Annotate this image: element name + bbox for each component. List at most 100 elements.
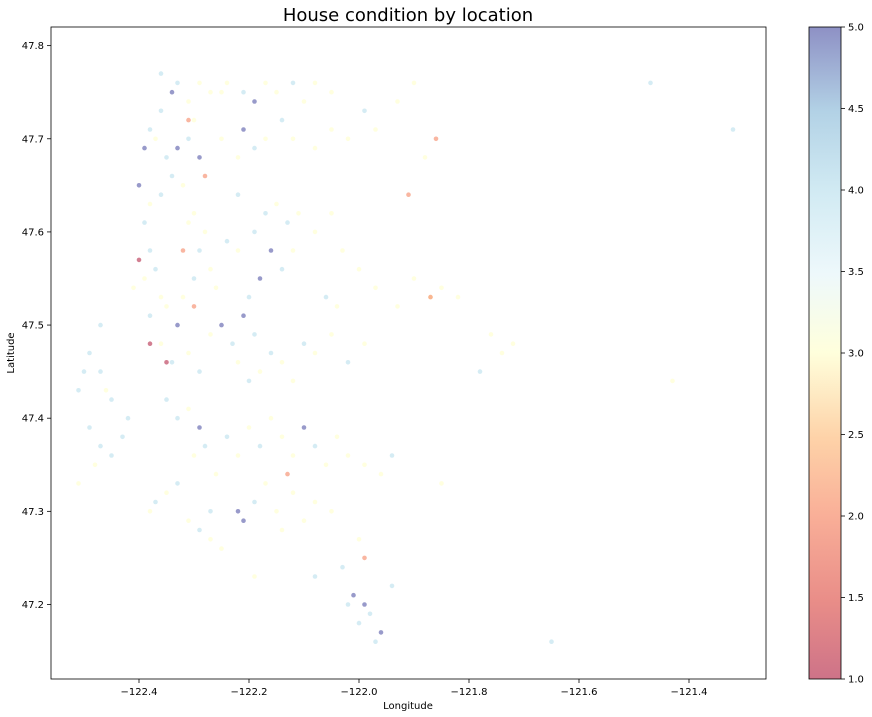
data-point [241, 518, 246, 523]
data-point [362, 341, 367, 347]
data-point [81, 369, 87, 374]
data-point [499, 350, 505, 356]
data-point [439, 285, 444, 291]
data-point [142, 276, 147, 281]
data-point [208, 537, 213, 542]
data-point [362, 462, 367, 468]
data-point [147, 127, 153, 132]
data-point [235, 360, 241, 365]
colorbar-tick-label: 2.0 [848, 512, 864, 523]
data-point [279, 266, 285, 272]
data-point [290, 248, 296, 253]
data-point [164, 155, 169, 160]
data-point [147, 341, 153, 347]
colorbar [809, 27, 841, 679]
data-point [153, 266, 158, 272]
data-point [235, 155, 241, 160]
data-point [356, 537, 362, 542]
data-point [648, 80, 653, 86]
data-point [98, 443, 103, 449]
data-point [433, 136, 439, 142]
data-point [279, 360, 285, 365]
data-point [230, 341, 235, 347]
data-point [290, 453, 296, 458]
data-point [235, 248, 241, 253]
data-point [98, 322, 103, 328]
y-axis-label: Latitude [6, 332, 17, 373]
data-point [389, 583, 395, 589]
data-point [87, 425, 92, 430]
data-point [202, 229, 208, 235]
points-layer [76, 71, 736, 644]
data-point [241, 127, 246, 132]
x-tick-label: −121.8 [450, 687, 487, 698]
data-point [246, 294, 252, 300]
data-point [241, 313, 246, 319]
data-point [301, 518, 307, 523]
data-point [186, 99, 191, 104]
data-point [219, 322, 224, 328]
colorbar-tick-label: 3.5 [848, 267, 864, 278]
data-point [301, 341, 307, 347]
data-point [164, 397, 169, 402]
data-point [169, 173, 175, 179]
data-point [268, 248, 274, 253]
data-point [389, 453, 395, 458]
chart-title: House condition by location [283, 5, 533, 26]
data-point [191, 453, 197, 458]
data-point [670, 378, 675, 384]
data-point [378, 471, 384, 477]
data-point [175, 481, 180, 486]
data-point [197, 248, 202, 253]
data-point [213, 285, 219, 291]
data-point [186, 350, 191, 356]
y-tick-label: 47.7 [22, 134, 44, 145]
data-point [268, 415, 274, 421]
colorbar-ticks: 1.0 1.5 2.0 2.5 3.0 3.5 4.0 4.5 5.0 [841, 23, 864, 686]
data-point [186, 518, 191, 523]
x-tick-label: −122.4 [120, 687, 157, 698]
data-point [373, 127, 378, 132]
data-point [356, 620, 362, 626]
data-point [131, 285, 136, 291]
data-point [279, 527, 285, 533]
data-point [197, 527, 202, 533]
data-point [340, 248, 345, 253]
colorbar-tick-label: 1.0 [848, 675, 864, 686]
data-point [312, 574, 318, 579]
data-point [208, 89, 213, 95]
data-point [147, 313, 153, 319]
data-point [378, 630, 384, 635]
data-point [180, 183, 186, 188]
data-point [197, 369, 202, 374]
data-point [186, 136, 191, 142]
data-point [274, 509, 279, 514]
data-point [252, 145, 257, 151]
data-point [268, 350, 274, 356]
data-point [279, 117, 285, 123]
data-point [158, 192, 164, 197]
data-point [274, 89, 279, 95]
data-point [362, 108, 367, 114]
data-point [367, 611, 373, 617]
data-point [120, 434, 125, 440]
y-axis: 47.2 47.3 47.4 47.5 47.6 47.7 47.8 [22, 41, 51, 611]
data-point [109, 453, 114, 458]
data-point [224, 238, 230, 244]
data-point [252, 229, 257, 235]
data-point [164, 360, 169, 365]
colorbar-tick-label: 4.5 [848, 104, 864, 115]
data-point [411, 276, 417, 281]
data-point [202, 443, 208, 449]
data-point [87, 350, 92, 356]
data-point [257, 443, 263, 449]
data-point [345, 602, 351, 607]
data-point [224, 80, 230, 86]
data-point [263, 80, 268, 86]
data-point [356, 266, 362, 272]
data-point [208, 332, 213, 337]
data-point [246, 425, 252, 430]
data-point [164, 304, 169, 309]
y-tick-label: 47.5 [22, 321, 44, 332]
data-point [290, 136, 296, 142]
